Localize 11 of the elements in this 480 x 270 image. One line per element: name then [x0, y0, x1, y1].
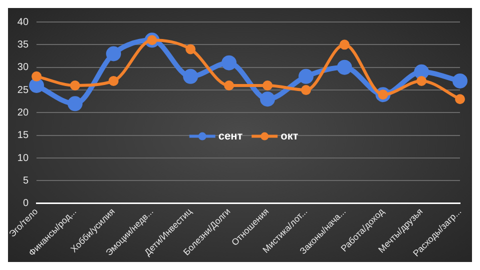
y-tick-label: 5: [22, 175, 29, 186]
y-tick-label: 35: [17, 39, 29, 50]
y-tick-label: 25: [17, 84, 29, 96]
y-tick-label: 40: [17, 16, 29, 28]
y-tick-label: 20: [17, 107, 29, 118]
y-tick-label: 30: [17, 62, 29, 74]
y-tick-label: 0: [22, 198, 29, 210]
y-tick-label: 15: [17, 130, 29, 142]
legend-label: сент: [218, 130, 244, 142]
y-tick-label: 10: [17, 152, 29, 164]
legend-label: окт: [280, 130, 299, 142]
